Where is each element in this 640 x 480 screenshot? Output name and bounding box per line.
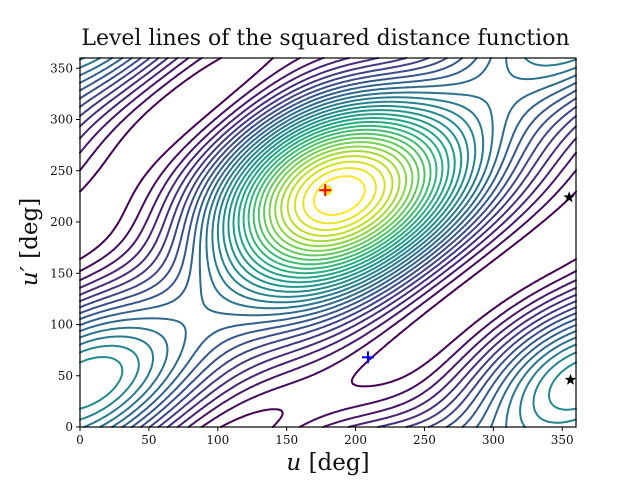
y-tick-label: 50 bbox=[58, 369, 73, 383]
x-axis-label: u [deg] bbox=[80, 450, 576, 476]
contour-lines bbox=[79, 57, 577, 428]
contour-level bbox=[79, 57, 577, 428]
contour-level bbox=[293, 160, 386, 231]
contour-level bbox=[232, 113, 456, 284]
x-tick-label: 250 bbox=[413, 433, 436, 447]
contour-level bbox=[263, 136, 420, 257]
saddle-plus-icon bbox=[361, 351, 374, 364]
contour-level bbox=[302, 167, 377, 225]
y-tick-label: 0 bbox=[65, 420, 73, 434]
x-tick-label: 350 bbox=[551, 433, 574, 447]
y-axis-label: u′ [deg] bbox=[17, 198, 43, 286]
x-axis-variable: u bbox=[286, 450, 302, 476]
contour-level bbox=[252, 128, 432, 266]
x-axis-unit: [deg] bbox=[308, 450, 370, 476]
x-tick-label: 100 bbox=[206, 433, 229, 447]
contour-level bbox=[257, 132, 426, 261]
contour-level bbox=[79, 57, 577, 428]
y-axis-ticks: 0 50 100 150 200 250 300 350 bbox=[50, 61, 80, 434]
y-tick-label: 200 bbox=[50, 215, 73, 229]
x-axis-ticks: 0 50 100 150 200 250 300 350 bbox=[76, 427, 574, 447]
contour-level bbox=[247, 124, 438, 270]
y-tick-label: 300 bbox=[50, 113, 73, 127]
contour-level bbox=[268, 141, 414, 252]
contour-level bbox=[227, 109, 463, 288]
chart-title: Level lines of the squared distance func… bbox=[81, 26, 570, 51]
minimum-1-star-icon bbox=[563, 191, 575, 203]
x-tick-label: 300 bbox=[482, 433, 505, 447]
y-axis-unit: [deg] bbox=[17, 197, 43, 259]
x-tick-label: 50 bbox=[141, 433, 156, 447]
markers bbox=[319, 184, 577, 385]
contour-level bbox=[280, 150, 401, 243]
contour-level bbox=[242, 120, 444, 275]
axes-frame bbox=[79, 57, 577, 428]
contour-level bbox=[274, 145, 408, 248]
contour-level bbox=[286, 155, 394, 237]
x-tick-label: 200 bbox=[344, 433, 367, 447]
contour-level bbox=[79, 57, 577, 428]
y-tick-label: 350 bbox=[50, 61, 73, 75]
y-axis-variable: u′ bbox=[17, 266, 43, 287]
y-tick-label: 150 bbox=[50, 266, 73, 280]
y-tick-label: 250 bbox=[50, 164, 73, 178]
contour-level bbox=[312, 175, 366, 216]
x-tick-label: 0 bbox=[76, 433, 84, 447]
contour-level bbox=[237, 117, 450, 279]
minimum-2-star-icon bbox=[564, 373, 577, 385]
contour-level bbox=[79, 100, 577, 424]
maximum-plus-icon bbox=[319, 184, 332, 197]
x-tick-label: 150 bbox=[275, 433, 298, 447]
y-tick-label: 100 bbox=[50, 318, 73, 332]
